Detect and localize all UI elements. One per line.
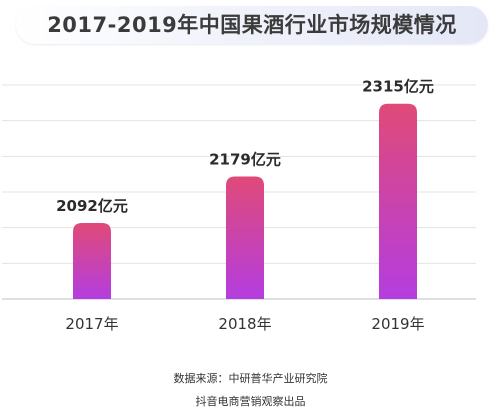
data-label: 2092亿元 bbox=[56, 197, 128, 215]
data-label: 2179亿元 bbox=[209, 150, 281, 168]
data-label: 2315亿元 bbox=[362, 78, 434, 96]
data-labels: 2092亿元 2179亿元 2315亿元 bbox=[56, 78, 434, 215]
title-banner: 2017-2019年中国果酒行业市场规模情况 bbox=[16, 6, 488, 44]
producer-note: 抖音电商营销观察出品 bbox=[195, 395, 306, 408]
chart-title: 2017-2019年中国果酒行业市场规模情况 bbox=[47, 13, 457, 37]
bar-2018年 bbox=[226, 176, 264, 299]
bar-2017年 bbox=[73, 223, 111, 299]
source-note: 数据来源：中研普华产业研究院 bbox=[173, 372, 328, 385]
x-tick-label: 2018年 bbox=[218, 315, 271, 333]
x-tick-label: 2017年 bbox=[65, 315, 118, 333]
bar-2019年 bbox=[379, 103, 417, 299]
bars bbox=[73, 103, 417, 299]
x-tick-label: 2019年 bbox=[371, 315, 424, 333]
x-tick-labels: 2017年 2018年 2019年 bbox=[65, 315, 424, 333]
